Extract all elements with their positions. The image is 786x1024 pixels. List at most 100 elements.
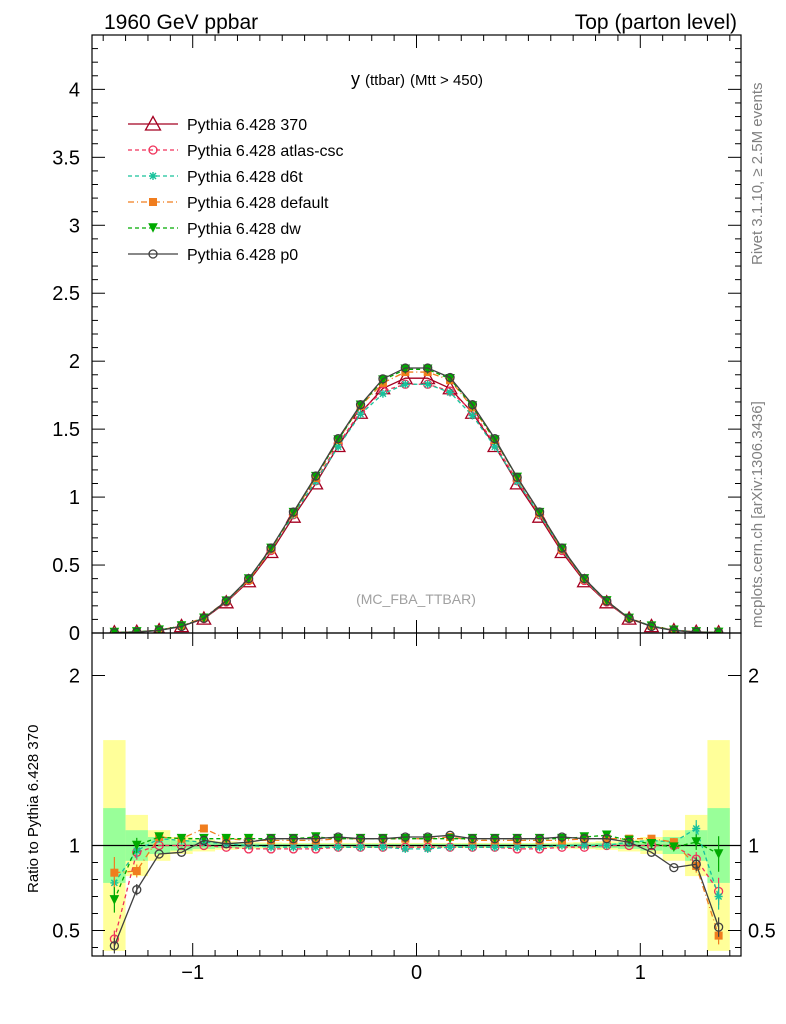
data-point xyxy=(110,868,119,877)
main-plot-title: y (ttbar) (Mtt > 450) xyxy=(351,69,483,89)
data-point xyxy=(602,841,611,850)
data-point xyxy=(580,841,589,850)
ratio-y-tick-label: 0.5 xyxy=(52,921,80,943)
data-point xyxy=(401,380,410,389)
data-point xyxy=(267,843,276,852)
data-point xyxy=(400,364,411,375)
data-point xyxy=(557,832,567,842)
legend-label: Pythia 6.428 p0 xyxy=(187,247,298,264)
data-point xyxy=(646,847,657,857)
ratio-series-group xyxy=(109,820,724,954)
data-point xyxy=(378,374,388,384)
ratio-y-tick-label: 2 xyxy=(69,666,80,688)
y-tick-label: 3.5 xyxy=(52,147,80,169)
data-point xyxy=(333,435,343,445)
data-point xyxy=(669,625,679,633)
legend-entry: Pythia 6.428 dw xyxy=(128,221,301,238)
data-point xyxy=(176,833,187,844)
legend-entry: Pythia 6.428 d6t xyxy=(128,169,303,186)
data-point xyxy=(691,627,701,633)
data-point xyxy=(378,834,388,844)
data-point xyxy=(334,442,343,451)
data-point xyxy=(288,834,299,844)
data-point xyxy=(310,832,321,842)
data-point xyxy=(468,843,477,852)
legend-label: Pythia 6.428 370 xyxy=(187,117,307,134)
main-axis-ticks: 0 0.5 1 1.5 2 2.5 3 3.5 4 xyxy=(52,34,741,645)
data-point xyxy=(446,388,455,397)
rivet-label: Rivet 3.1.10, ≥ 2.5M events xyxy=(749,83,766,266)
data-point xyxy=(333,433,343,444)
ratio-series-line xyxy=(113,844,720,940)
data-point xyxy=(490,834,500,844)
data-point xyxy=(646,621,657,632)
data-point xyxy=(669,838,678,847)
data-point xyxy=(311,471,321,481)
y-tick-label: 2 xyxy=(69,351,80,373)
data-point xyxy=(400,832,410,842)
data-point xyxy=(199,835,209,846)
data-point xyxy=(602,834,612,844)
data-point xyxy=(356,410,365,419)
data-point xyxy=(199,833,209,844)
x-tick-label: −1 xyxy=(181,962,204,984)
data-point xyxy=(557,543,567,553)
data-point xyxy=(714,892,723,901)
data-point xyxy=(266,834,276,844)
legend-label: Pythia 6.428 dw xyxy=(187,221,301,238)
legend-label: Pythia 6.428 default xyxy=(187,195,329,212)
data-point xyxy=(266,543,276,553)
x-tick-label: 1 xyxy=(635,962,646,984)
data-point xyxy=(311,843,320,852)
ratio-plot-panel: 0.5 0.5 1 1 2 2 −1 0 1 Ratio to Pythia 6.428 370 xyxy=(25,632,776,984)
legend-entry: Pythia 6.428 atlas-csc xyxy=(128,143,344,160)
ratio-plot-frame xyxy=(91,632,742,957)
data-point xyxy=(467,401,478,411)
y-tick-label: 2.5 xyxy=(52,283,80,305)
data-point xyxy=(355,400,366,410)
title-cut: (Mtt > 450) xyxy=(410,72,483,89)
data-point xyxy=(423,832,433,842)
ratio-series-1 xyxy=(110,820,723,910)
analysis-watermark: (MC_FBA_TTBAR) xyxy=(356,591,476,607)
data-point xyxy=(221,833,232,844)
data-point xyxy=(333,832,343,842)
data-point xyxy=(311,834,321,844)
ratio-y-tick-label-right: 2 xyxy=(748,666,759,688)
data-point xyxy=(148,223,158,233)
data-point xyxy=(333,833,343,844)
y-tick-label: 0.5 xyxy=(52,555,80,577)
data-point xyxy=(713,922,724,932)
main-plot-panel: 00.511.522.533.54 y (ttbar) (Mtt > 450) … xyxy=(52,34,742,645)
data-point xyxy=(176,621,187,632)
data-point xyxy=(534,507,545,517)
data-point xyxy=(244,573,254,584)
legend-entry: Pythia 6.428 p0 xyxy=(128,247,298,264)
data-point xyxy=(467,834,478,844)
data-point xyxy=(131,840,142,851)
data-point xyxy=(579,834,589,844)
data-point xyxy=(400,833,411,844)
legend-entry: Pythia 6.428 default xyxy=(128,195,329,212)
data-point xyxy=(154,849,164,859)
data-point xyxy=(423,363,433,373)
main-series-group xyxy=(109,363,724,633)
x-tick-label: 0 xyxy=(411,962,422,984)
data-point xyxy=(244,837,254,847)
mcplots-label: mcplots.cern.ch [arXiv:1306.3436] xyxy=(749,401,766,628)
y-tick-label: 0 xyxy=(69,623,80,645)
data-point xyxy=(148,145,158,155)
ratio-axis-ticks: 0.5 0.5 1 1 2 2 −1 0 1 xyxy=(52,633,776,984)
data-point xyxy=(149,198,157,206)
data-point xyxy=(669,862,679,873)
data-point xyxy=(692,824,701,833)
ratio-y-tick-label-right: 0.5 xyxy=(748,921,776,943)
data-point xyxy=(446,843,455,852)
data-point xyxy=(535,843,544,852)
data-point xyxy=(490,435,500,445)
title-y: y xyxy=(351,69,360,89)
data-point xyxy=(288,507,299,517)
data-point xyxy=(176,847,187,857)
y-tick-label: 3 xyxy=(69,215,80,237)
data-point xyxy=(355,834,366,844)
